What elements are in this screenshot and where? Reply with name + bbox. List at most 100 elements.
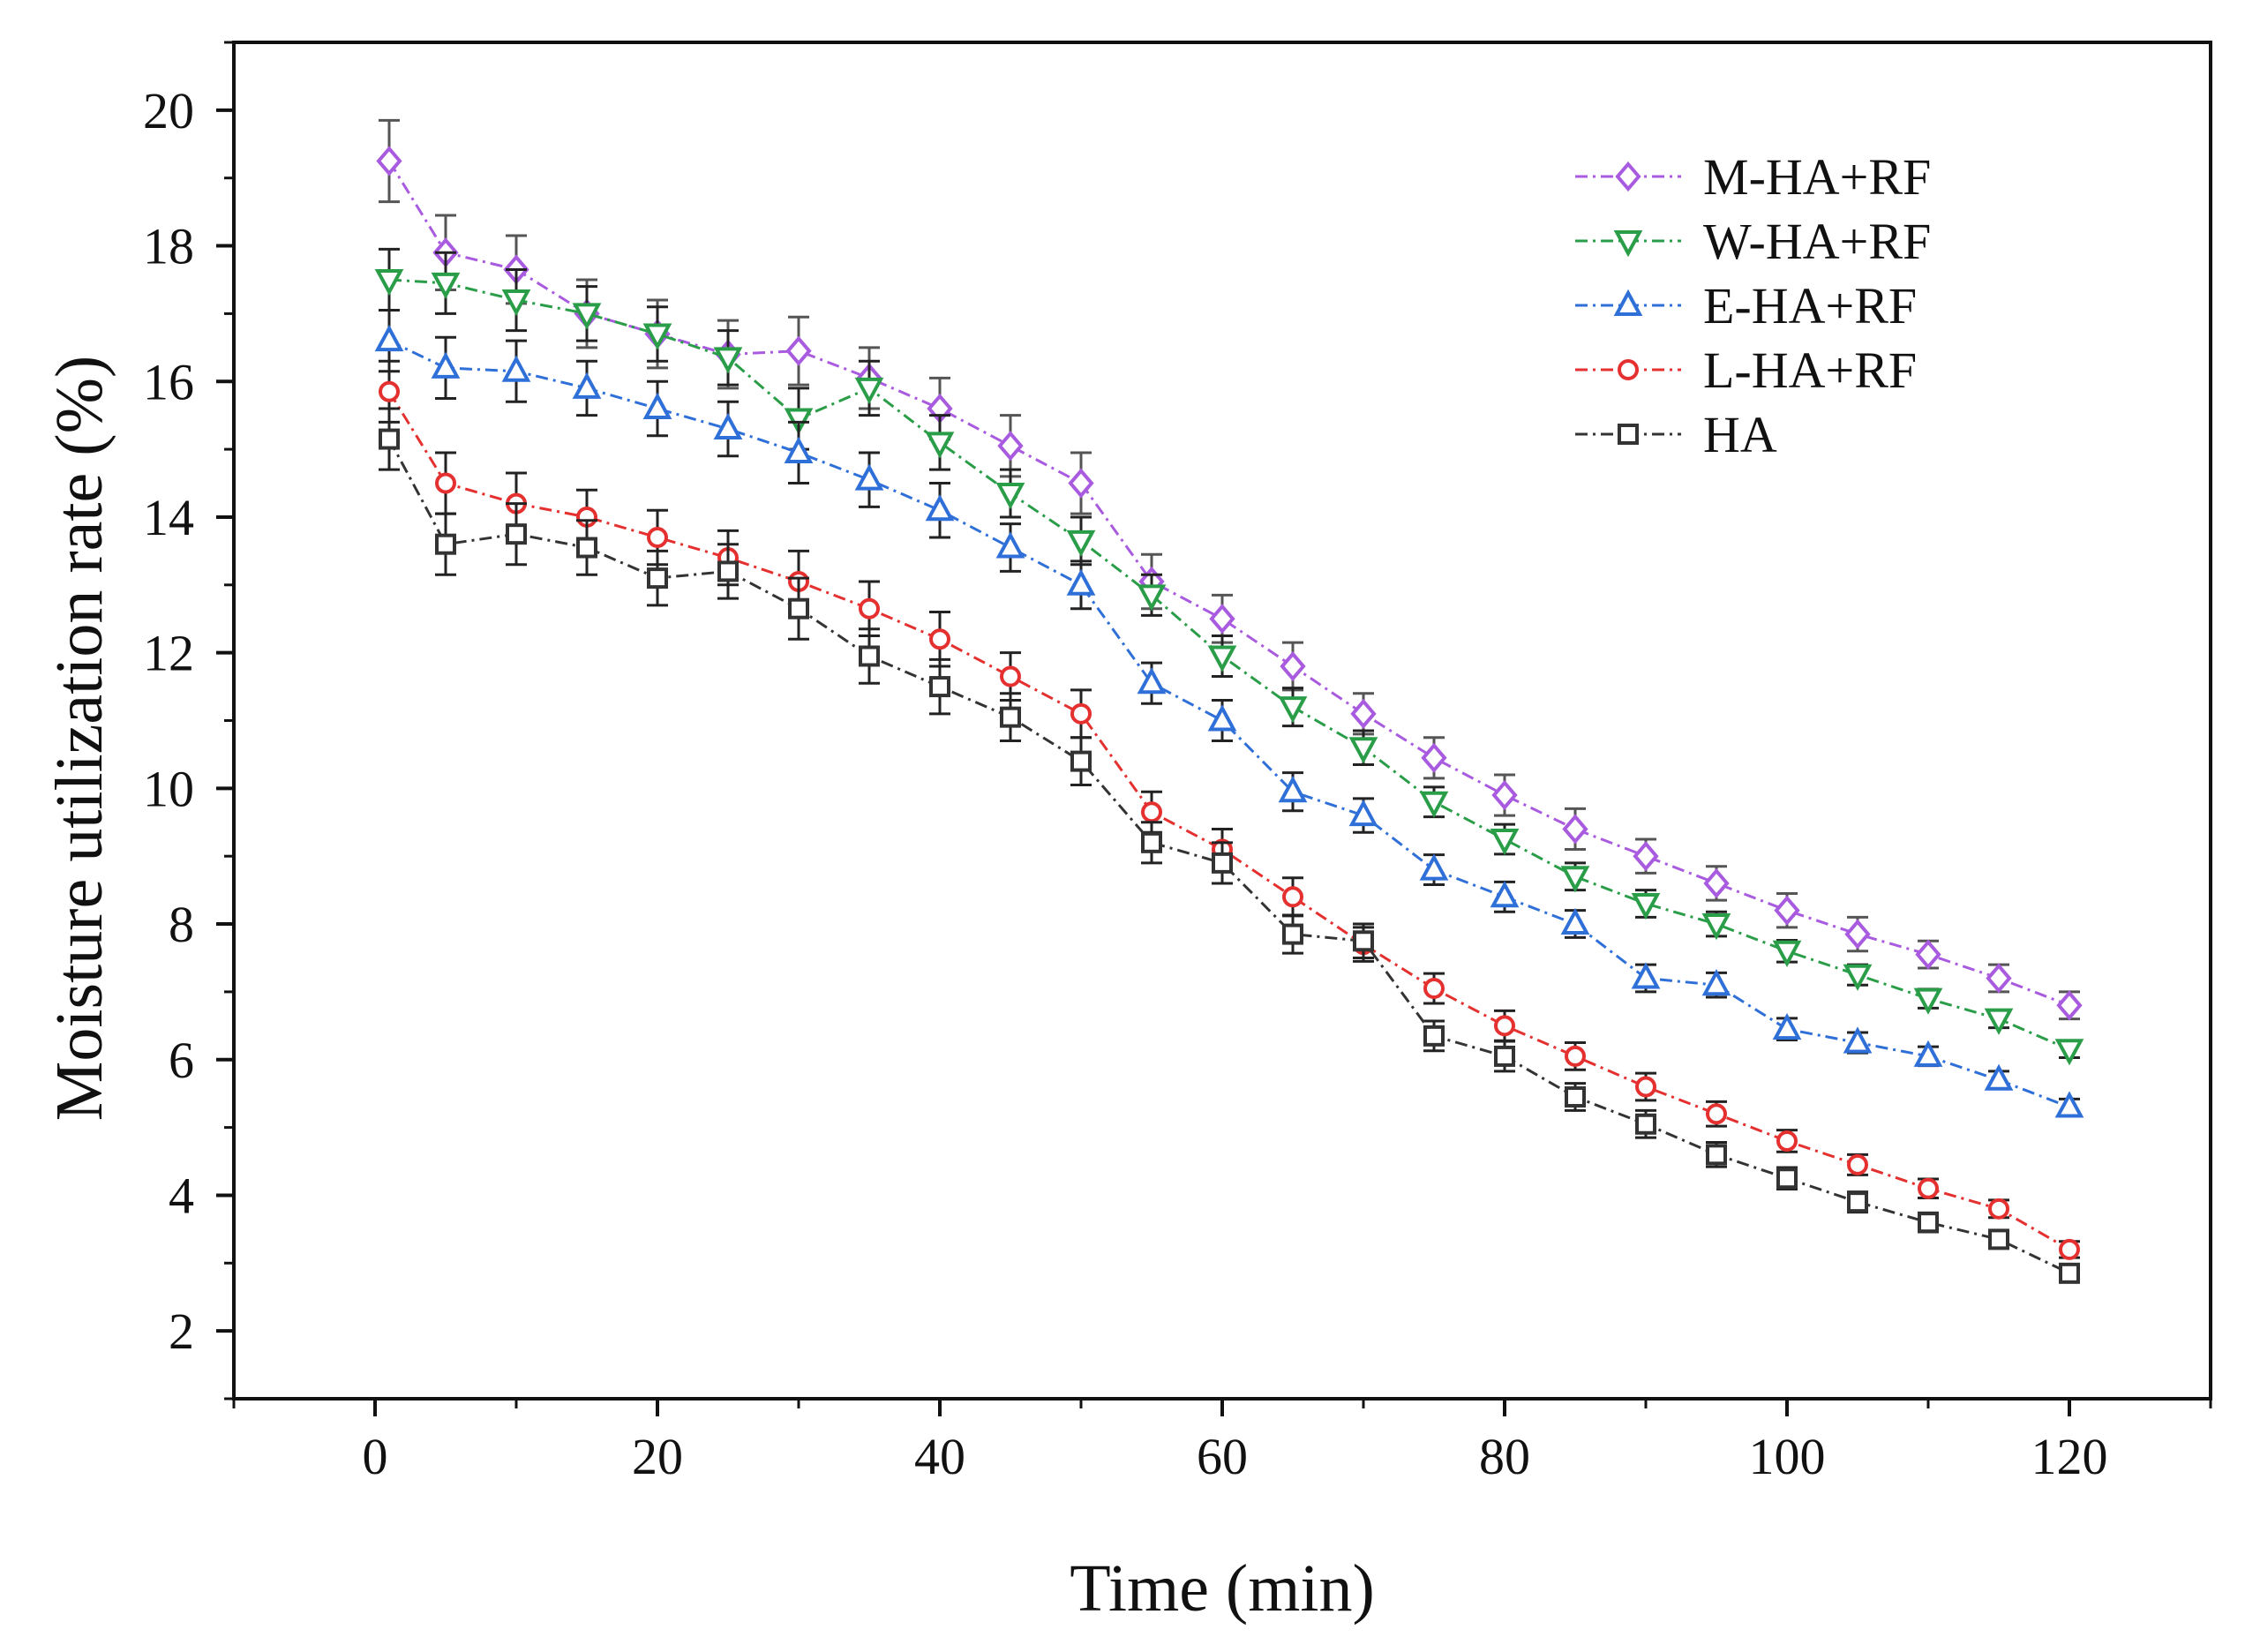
series-w-ha-rf (374, 247, 2084, 1066)
data-point (997, 431, 1024, 462)
data-point (1776, 1130, 1798, 1152)
data-point (1353, 930, 1374, 952)
data-point (379, 428, 400, 450)
data-point (642, 392, 672, 419)
data-point (1070, 702, 1092, 725)
data-point (1631, 892, 1661, 920)
data-point (1282, 886, 1303, 908)
data-point (1701, 913, 1731, 941)
data-point (1776, 1168, 1798, 1190)
data-point (784, 436, 814, 463)
data-point (572, 372, 602, 399)
data-point (1562, 814, 1588, 845)
data-point (2054, 1039, 2084, 1066)
data-point (1847, 1153, 1868, 1175)
legend-marker (1618, 424, 1639, 445)
data-point (1070, 750, 1092, 772)
y-tick-label: 4 (169, 1167, 194, 1224)
y-tick-label: 2 (169, 1303, 194, 1360)
data-point (1423, 978, 1445, 1000)
x-tick-label: 0 (363, 1428, 388, 1485)
y-tick-label: 8 (169, 896, 194, 953)
legend-label: W-HA+RF (1703, 213, 1931, 270)
data-point (572, 303, 602, 330)
data-point (2054, 1091, 2084, 1118)
data-point (1207, 645, 1237, 672)
x-tick-label: 60 (1197, 1428, 1248, 1485)
data-point (1984, 1063, 2014, 1091)
y-axis-label: Moisture utilization rate (%) (42, 356, 116, 1121)
data-point (1565, 1045, 1586, 1067)
series-e-ha-rf (374, 309, 2084, 1118)
data-point (713, 412, 743, 440)
data-point (1212, 852, 1233, 874)
legend: M-HA+RF W-HA+RF E-HA+RF L-HA+RF HA (1575, 148, 1931, 463)
data-point (431, 272, 461, 300)
data-point (1913, 1040, 1943, 1067)
data-point (1348, 737, 1378, 764)
data-point (1703, 867, 1730, 899)
y-tick-label: 18 (143, 218, 194, 275)
data-point (1209, 604, 1235, 635)
data-point (435, 472, 456, 494)
data-point (1000, 665, 1021, 687)
legend-item: W-HA+RF (1575, 213, 1931, 270)
data-point (1494, 1015, 1515, 1037)
data-point (1565, 1086, 1586, 1108)
x-axis-label: Time (min) (1070, 1551, 1375, 1626)
data-point (501, 289, 531, 317)
data-point (1984, 1008, 2014, 1035)
data-point (1419, 791, 1449, 818)
data-point (647, 527, 668, 549)
data-point (785, 335, 812, 366)
data-point (1847, 1191, 1868, 1213)
data-point (1988, 1228, 2009, 1250)
legend-label: E-HA+RF (1703, 277, 1917, 334)
data-point (2059, 1238, 2080, 1260)
data-point (1350, 698, 1377, 729)
data-point (1635, 1113, 1656, 1135)
data-point (506, 523, 527, 545)
legend-item: L-HA+RF (1575, 342, 1917, 399)
data-point (859, 645, 880, 667)
legend-label: L-HA+RF (1703, 342, 1917, 399)
x-tick-label: 100 (1749, 1428, 1826, 1485)
y-tick-label: 10 (143, 760, 194, 817)
legend-marker (1613, 230, 1643, 258)
x-tick-label: 40 (914, 1428, 965, 1485)
data-point (1066, 568, 1096, 596)
data-point (379, 380, 400, 402)
data-point (1207, 704, 1237, 732)
data-point (1635, 1076, 1656, 1098)
data-point (854, 463, 884, 491)
data-point (1419, 853, 1449, 881)
data-point (1066, 529, 1096, 558)
data-point (1774, 895, 1800, 926)
data-point (431, 351, 461, 379)
legend-marker (1618, 359, 1639, 380)
data-point (1494, 1045, 1515, 1067)
data-point (717, 560, 739, 582)
legend-marker (1615, 161, 1641, 192)
data-point (1423, 1025, 1445, 1047)
x-tick-label: 80 (1479, 1428, 1530, 1485)
series-line (387, 391, 2070, 1251)
legend-item: HA (1575, 406, 1777, 463)
data-point (1141, 801, 1162, 823)
data-point (854, 377, 884, 405)
data-point (1490, 881, 1520, 908)
y-tick-label: 16 (143, 353, 194, 410)
data-point (1772, 940, 1802, 967)
data-point (1986, 963, 2012, 994)
y-tick-label: 20 (143, 82, 194, 139)
data-point (501, 355, 531, 382)
data-point (1141, 831, 1162, 853)
data-point (1913, 987, 1943, 1015)
data-point (1918, 1212, 1939, 1234)
data-point (1631, 962, 1661, 989)
data-point (1068, 468, 1094, 499)
data-point (1915, 939, 1941, 970)
data-point (374, 324, 404, 352)
data-point (1843, 1026, 1873, 1054)
